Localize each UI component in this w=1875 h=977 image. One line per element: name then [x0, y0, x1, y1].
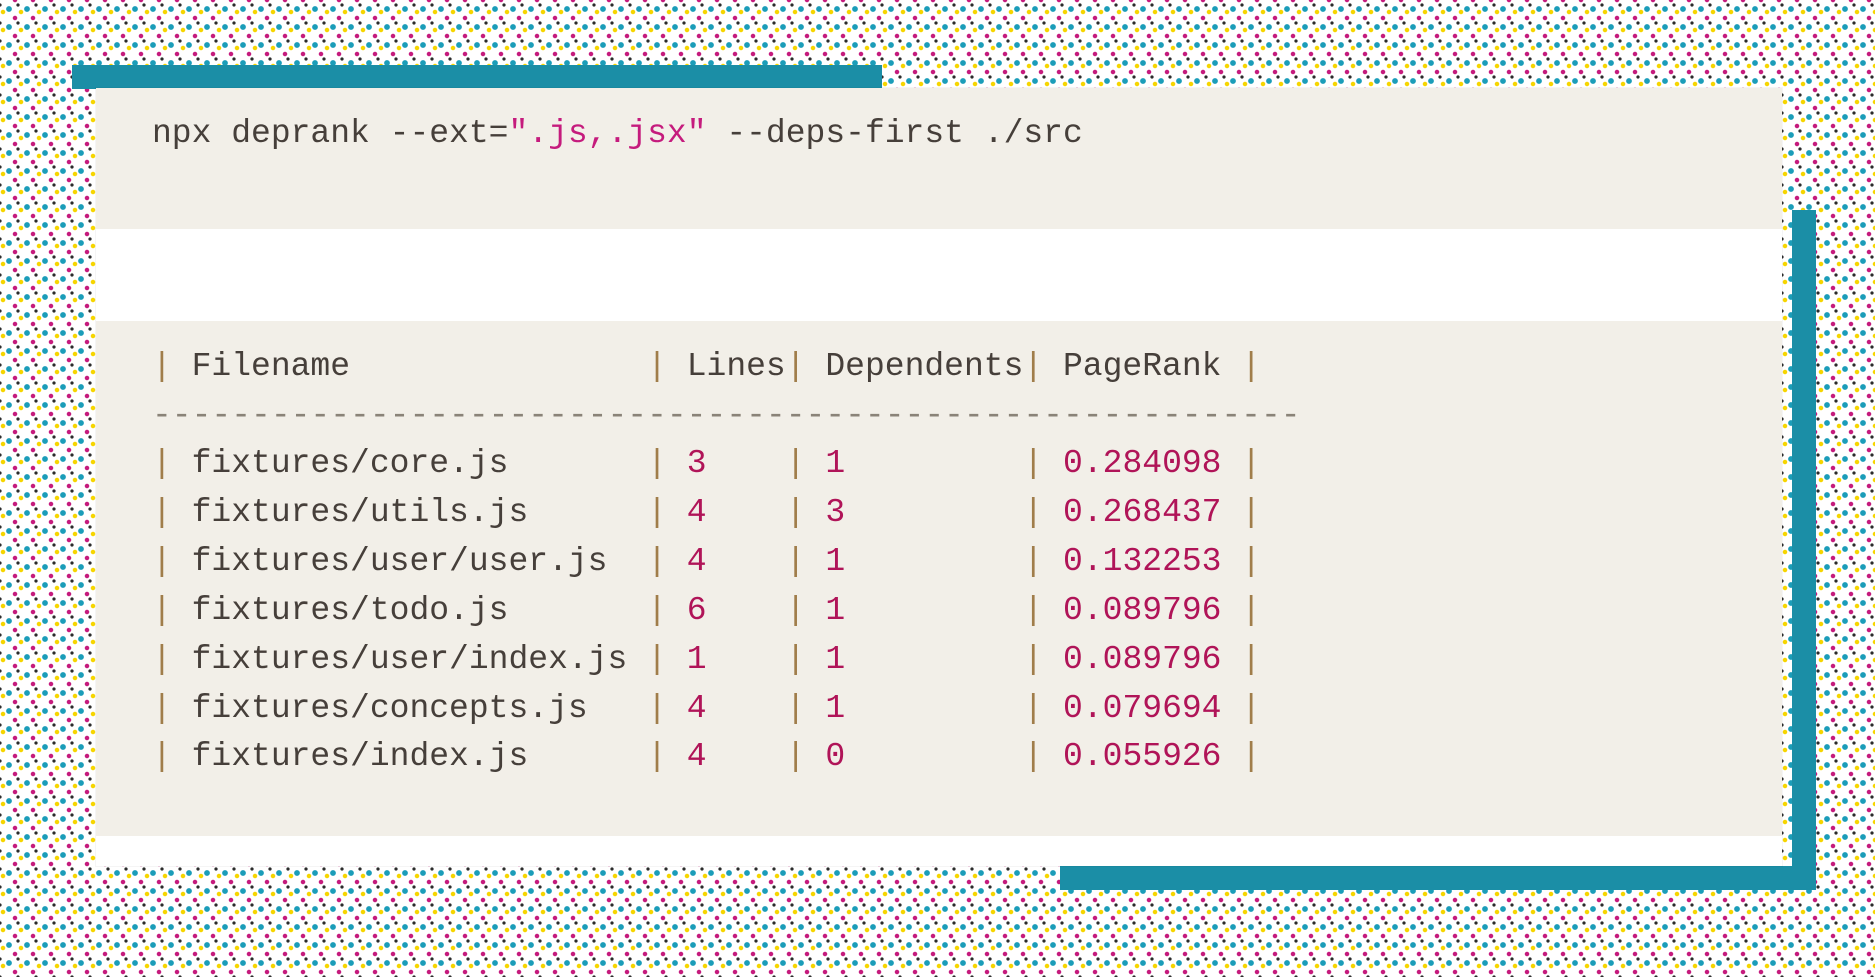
block-gap	[96, 229, 1782, 321]
command-prefix: npx deprank --ext=	[152, 115, 508, 152]
accent-bar-right	[1792, 210, 1816, 890]
accent-bar-top	[72, 65, 882, 89]
terminal-card: npx deprank --ext=".js,.jsx" --deps-firs…	[96, 88, 1782, 866]
output-code-block: | Filename | Lines| Dependents| PageRank…	[96, 321, 1782, 836]
accent-bar-bottom	[1060, 866, 1816, 890]
command-suffix: --deps-first ./src	[707, 115, 1083, 152]
command-quoted: ".js,.jsx"	[508, 115, 706, 152]
command-code-block: npx deprank --ext=".js,.jsx" --deps-firs…	[96, 88, 1782, 229]
